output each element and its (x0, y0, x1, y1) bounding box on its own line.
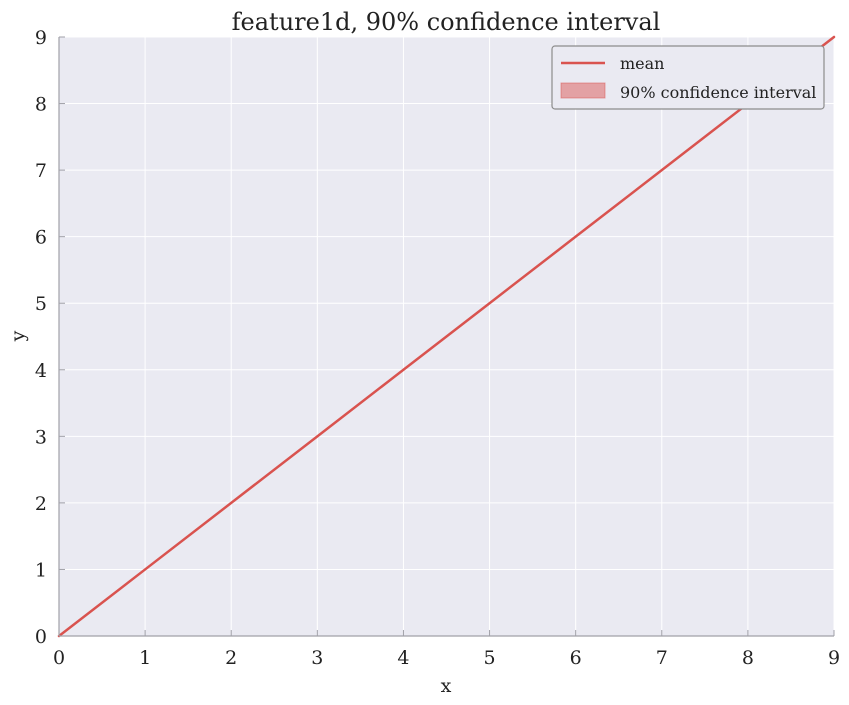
y-tick-label: 3 (35, 426, 47, 448)
y-tick-label: 7 (35, 160, 47, 182)
mean-line (57, 35, 836, 638)
legend: mean 90% confidence interval (551, 45, 825, 110)
x-tick-label: 4 (397, 647, 409, 669)
y-tick-label: 2 (35, 493, 47, 515)
x-tick-label: 2 (225, 647, 237, 669)
mean-line-layer (57, 35, 836, 638)
x-tick-label: 8 (742, 647, 754, 669)
legend-ci-label: 90% confidence interval (620, 83, 816, 102)
chart-title: feature1d, 90% confidence interval (232, 8, 661, 36)
y-tick-label: 5 (35, 293, 47, 315)
y-axis-label: y (7, 330, 29, 342)
y-tick-label: 9 (35, 27, 47, 49)
y-tick-label: 4 (35, 360, 47, 382)
x-tick-label: 5 (484, 647, 496, 669)
axes (58, 37, 834, 637)
y-tick-label: 0 (35, 626, 47, 648)
y-ticks: 0 1 2 3 4 5 6 7 8 9 (35, 27, 65, 648)
x-tick-label: 3 (311, 647, 323, 669)
y-tick-label: 8 (35, 94, 47, 116)
x-tick-label: 9 (828, 647, 840, 669)
y-tick-label: 1 (35, 559, 47, 581)
x-axis-label: x (441, 675, 452, 697)
x-tick-label: 0 (53, 647, 65, 669)
legend-box (551, 45, 825, 110)
y-tick-label: 6 (35, 227, 47, 249)
x-tick-label: 6 (570, 647, 582, 669)
legend-mean-label: mean (620, 54, 664, 73)
legend-ci-swatch (560, 82, 606, 99)
x-ticks: 0 1 2 3 4 5 6 7 8 9 (53, 630, 840, 669)
x-tick-label: 7 (656, 647, 668, 669)
x-tick-label: 1 (139, 647, 151, 669)
